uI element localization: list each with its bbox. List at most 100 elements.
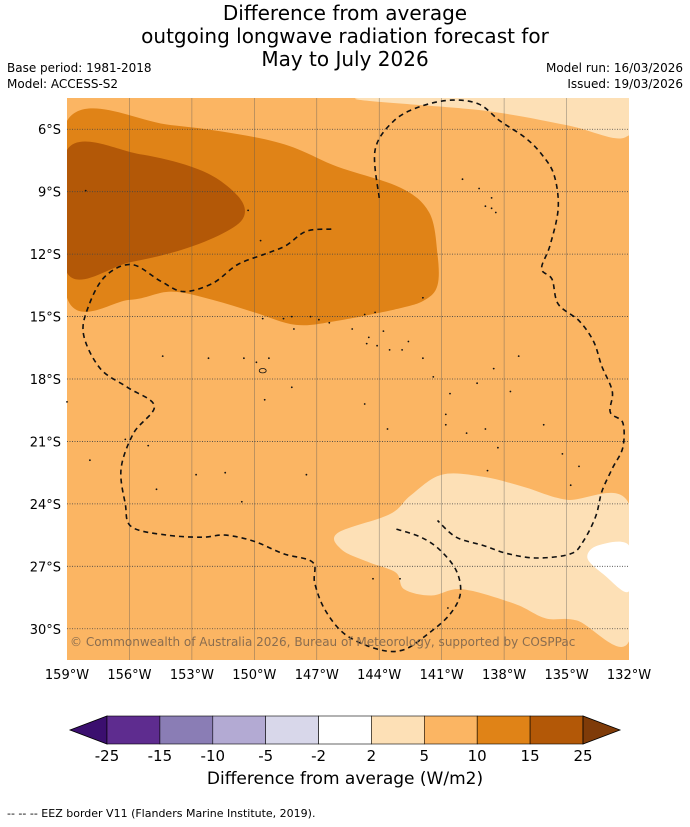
island-mark [407, 340, 410, 343]
eez-border-layer [82, 99, 625, 653]
island-mark [363, 313, 366, 316]
colorbar-segment [212, 715, 267, 745]
island-mark [465, 432, 468, 434]
island-mark [386, 428, 389, 430]
x-tick-label: 156°W [107, 668, 151, 683]
chart-title: Difference from average outgoing longwav… [0, 2, 690, 71]
island-mark [490, 207, 493, 210]
colorbar-tick-label: 10 [468, 747, 487, 765]
island-mark [261, 317, 264, 320]
colorbar-tick-label: 5 [420, 747, 430, 765]
island-mark [147, 444, 150, 447]
eez-footnote: -- -- -- EEZ border V11 (Flanders Marine… [7, 807, 316, 820]
island-tahiti [258, 368, 267, 374]
y-tick-label: 15°S [30, 311, 61, 326]
x-tick-label: 147°W [295, 668, 339, 683]
y-tick-label: 24°S [30, 498, 61, 513]
island-mark [195, 473, 198, 476]
y-tick-label: 21°S [30, 435, 61, 450]
y-tick-label: 12°S [30, 248, 61, 263]
colorbar-segment [159, 715, 214, 745]
island-mark [89, 459, 91, 462]
island-mark [367, 336, 370, 339]
anomaly-region-near-zero [587, 541, 629, 593]
island-mark [578, 465, 580, 468]
island-mark [561, 453, 564, 455]
island-mark [484, 428, 487, 430]
island-mark [432, 376, 435, 378]
model-name: Model: ACCESS-S2 [7, 77, 119, 91]
anomaly-region-weak-positive [355, 98, 629, 139]
island-mark [290, 386, 293, 389]
colorbar-tick-label: 25 [573, 747, 592, 765]
x-tick-label: 144°W [357, 668, 401, 683]
base-period: Base period: 1981-2018 [7, 61, 152, 75]
island-mark [478, 187, 480, 190]
y-tick-label: 9°S [38, 186, 61, 201]
colorbar-tick-label: -15 [148, 747, 173, 765]
x-tick-label: 132°W [607, 668, 651, 683]
graticule-layer [67, 98, 629, 660]
island-mark [517, 355, 520, 357]
island-mark [374, 311, 376, 314]
colorbar-tick-label: -5 [258, 747, 273, 765]
island-mark [449, 392, 451, 395]
colorbar-tick-label: 2 [367, 747, 377, 765]
island-mark [155, 488, 158, 491]
island-mark [243, 357, 245, 360]
y-tick-label: 30°S [30, 623, 61, 638]
island-mark [422, 357, 424, 360]
x-tick-label: 138°W [482, 668, 526, 683]
island-mark [401, 349, 403, 351]
island-mark [372, 577, 374, 580]
colorbar-tick-label: -10 [201, 747, 226, 765]
island-mark [66, 401, 68, 403]
island-mark [486, 469, 489, 472]
x-tick-label: 150°W [232, 668, 276, 683]
colorbar-segment [318, 715, 372, 745]
island-mark [259, 239, 262, 242]
colorbar-tick-label: -25 [95, 747, 120, 765]
island-mark [224, 471, 227, 474]
title-line-3: May to July 2026 [261, 47, 429, 71]
y-tick-label: 18°S [30, 373, 61, 388]
island-mark [509, 390, 512, 393]
island-mark [161, 355, 164, 357]
colorbar-extend-low [68, 715, 108, 745]
island-mark [247, 209, 250, 212]
axis-ticks-layer: 159°W 156°W 153°W 150°W 147°W 144°W 141°W 138°W… [30, 123, 652, 683]
meta-left: Base period: 1981-2018 Model: ACCESS-S2 [7, 60, 152, 92]
island-mark [484, 205, 487, 208]
island-mark [497, 446, 499, 449]
island-mark [490, 197, 493, 199]
meta-right: Model run: 16/03/2026 Issued: 19/03/2026 [546, 60, 683, 92]
island-mark [444, 423, 447, 426]
copyright-annotation: © Commonwealth of Australia 2026, Bureau… [70, 635, 575, 649]
island-mark [290, 315, 293, 318]
colorbar-tick-label: -2 [311, 747, 326, 765]
island-mark [305, 473, 308, 476]
colorbar-extend-high [582, 715, 622, 745]
island-mark [492, 367, 495, 370]
x-tick-label: 159°W [45, 668, 89, 683]
island-mark [422, 296, 424, 299]
island-mark [447, 607, 449, 609]
colorbar-segment [529, 715, 584, 745]
island-mark [399, 577, 401, 580]
island-mark [382, 330, 385, 332]
islands-layer [66, 178, 580, 609]
x-tick-label: 141°W [420, 668, 464, 683]
island-mark [263, 398, 266, 401]
island-mark [444, 413, 447, 416]
colorbar-label: Difference from average (W/m2) [206, 769, 484, 789]
colorbar-segment [423, 715, 478, 745]
eez-border-marquesas-tuamotu [373, 99, 625, 559]
island-mark [363, 403, 366, 405]
island-mark [255, 361, 258, 364]
island-mark [569, 484, 572, 487]
model-run: Model run: 16/03/2026 [545, 61, 683, 75]
y-tick-label: 6°S [38, 123, 61, 138]
island-mark [268, 357, 270, 360]
island-mark [365, 342, 368, 345]
